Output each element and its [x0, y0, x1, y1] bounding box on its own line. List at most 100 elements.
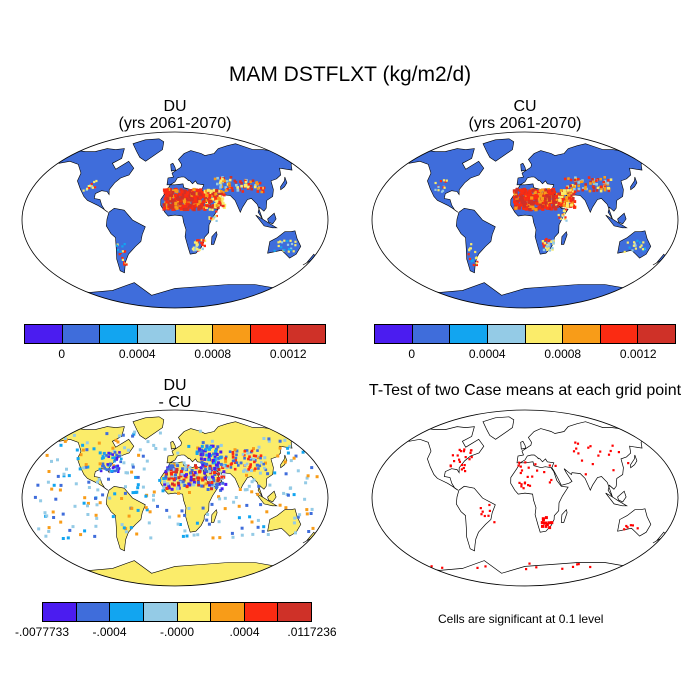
grid-cell: [250, 449, 254, 453]
grid-cell: [154, 447, 158, 450]
grid-cell: [577, 452, 580, 455]
grid-cell: [541, 517, 545, 521]
grid-cell: [294, 454, 298, 458]
grid-cell: [205, 470, 209, 474]
grid-cell: [152, 498, 155, 502]
grid-cell: [138, 448, 142, 452]
grid-cell: [121, 245, 124, 248]
grid-cell: [527, 484, 530, 487]
grid-cell: [217, 482, 221, 486]
landmass-greenland: [482, 416, 515, 440]
grid-cell: [107, 477, 110, 481]
grid-cell: [197, 192, 201, 196]
grid-cell: [171, 207, 175, 211]
grid-cell: [475, 262, 478, 265]
grid-cell: [131, 463, 135, 467]
grid-cell: [537, 206, 541, 210]
grid-cell: [97, 477, 101, 481]
grid-cell: [561, 567, 564, 570]
grid-cell: [548, 249, 552, 252]
grid-cell: [554, 207, 558, 211]
grid-cell: [119, 460, 122, 464]
grid-cell: [247, 451, 250, 455]
grid-cell: [161, 489, 165, 493]
grid-cell: [196, 239, 199, 242]
grid-cell: [190, 205, 194, 209]
grid-cell: [547, 206, 552, 210]
grid-cell: [174, 201, 178, 205]
grid-cell: [517, 203, 521, 207]
grid-cell: [541, 192, 545, 196]
grid-cell: [552, 241, 555, 244]
grid-cell: [98, 467, 102, 471]
grid-cell: [552, 190, 556, 194]
grid-cell: [121, 250, 124, 253]
grid-cell: [183, 207, 187, 211]
grid-cell: [101, 462, 105, 466]
grid-cell: [571, 189, 574, 193]
grid-cell: [296, 515, 300, 519]
panel-title-cu: CU (yrs 2061-2070): [375, 98, 675, 132]
grid-cell: [230, 186, 234, 190]
grid-cell: [555, 202, 559, 206]
grid-cell: [311, 526, 315, 530]
grid-cell: [577, 184, 580, 188]
grid-cell: [252, 447, 255, 451]
grid-cell: [205, 205, 208, 209]
grid-cell: [85, 441, 89, 445]
grid-cell: [204, 482, 208, 486]
grid-cell: [216, 206, 220, 210]
grid-cell: [417, 562, 420, 565]
grid-cell: [437, 185, 440, 189]
grid-cell: [289, 459, 293, 463]
colorbar-tick-label: 0.0004: [468, 347, 506, 361]
grid-cell: [71, 525, 75, 529]
panel-title-du: DU (yrs 2061-2070): [25, 98, 325, 132]
grid-cell: [543, 203, 547, 207]
grid-cell: [98, 462, 102, 466]
grid-cell: [242, 469, 246, 473]
grid-cell: [262, 190, 265, 194]
panel-title-diff: DU - CU: [25, 377, 325, 411]
grid-cell: [294, 244, 297, 247]
grid-cell: [90, 182, 93, 186]
grid-cell: [563, 213, 566, 216]
grid-cell: [538, 188, 542, 193]
grid-cell: [203, 457, 207, 461]
grid-cell: [221, 197, 225, 201]
grid-cell: [552, 240, 555, 243]
grid-cell: [121, 256, 124, 260]
grid-cell: [612, 469, 615, 472]
grid-cell: [195, 194, 199, 199]
grid-cell: [248, 184, 251, 188]
grid-cell: [259, 503, 263, 507]
landmass-greenland: [482, 138, 515, 162]
grid-cell: [245, 503, 249, 507]
grid-cell: [51, 510, 55, 514]
grid-cell: [195, 244, 198, 247]
grid-cell: [430, 565, 433, 568]
grid-cell: [484, 565, 487, 568]
grid-cell: [264, 468, 268, 472]
grid-cell: [37, 527, 41, 531]
grid-cell: [111, 453, 114, 456]
grid-cell: [519, 203, 523, 207]
colorbar-tick-label: 0.0008: [544, 347, 582, 361]
grid-cell: [113, 492, 117, 496]
grid-cell: [468, 458, 471, 461]
grid-cell: [241, 453, 245, 456]
grid-cell: [531, 206, 535, 210]
grid-cell: [543, 205, 547, 209]
grid-cell: [74, 482, 78, 486]
grid-cell: [565, 219, 568, 222]
grid-cell: [217, 472, 220, 476]
grid-cell: [288, 486, 292, 490]
grid-cell: [169, 194, 174, 198]
grid-cell: [240, 181, 243, 185]
grid-cell: [542, 248, 546, 252]
grid-cell: [214, 215, 217, 218]
grid-cell: [544, 239, 547, 242]
colorbar-swatch: [43, 603, 77, 621]
grid-cell: [463, 448, 466, 451]
grid-cell: [268, 483, 272, 487]
